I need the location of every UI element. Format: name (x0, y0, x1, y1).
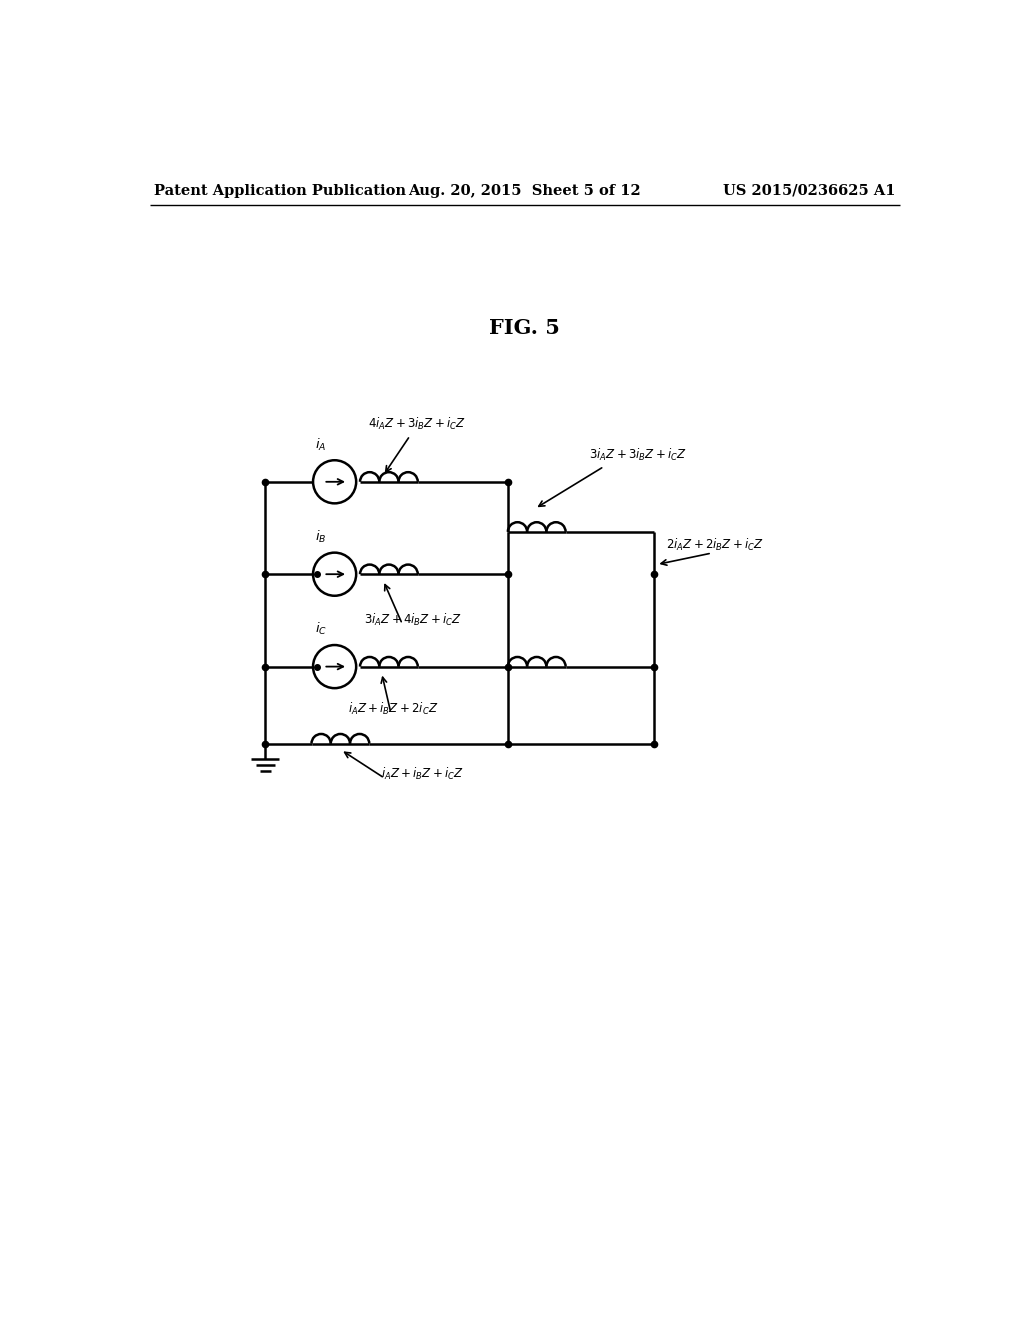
Text: $i_AZ+i_BZ+2i_CZ$: $i_AZ+i_BZ+2i_CZ$ (348, 701, 439, 717)
Text: $3i_AZ+3i_BZ+i_CZ$: $3i_AZ+3i_BZ+i_CZ$ (589, 446, 687, 462)
Text: US 2015/0236625 A1: US 2015/0236625 A1 (723, 183, 896, 198)
Text: FIG. 5: FIG. 5 (489, 318, 560, 338)
Text: $i_C$: $i_C$ (314, 622, 327, 638)
Text: $i_AZ+i_BZ+i_CZ$: $i_AZ+i_BZ+i_CZ$ (381, 766, 464, 781)
Text: $2i_AZ+2i_BZ+i_CZ$: $2i_AZ+2i_BZ+i_CZ$ (666, 537, 764, 553)
Text: $3i_AZ+4i_BZ+i_CZ$: $3i_AZ+4i_BZ+i_CZ$ (364, 612, 462, 628)
Text: $4i_AZ+3i_BZ+i_CZ$: $4i_AZ+3i_BZ+i_CZ$ (368, 416, 466, 432)
Text: $i_B$: $i_B$ (315, 529, 327, 545)
Text: $i_A$: $i_A$ (315, 437, 327, 453)
Text: Aug. 20, 2015  Sheet 5 of 12: Aug. 20, 2015 Sheet 5 of 12 (409, 183, 641, 198)
Text: Patent Application Publication: Patent Application Publication (154, 183, 406, 198)
